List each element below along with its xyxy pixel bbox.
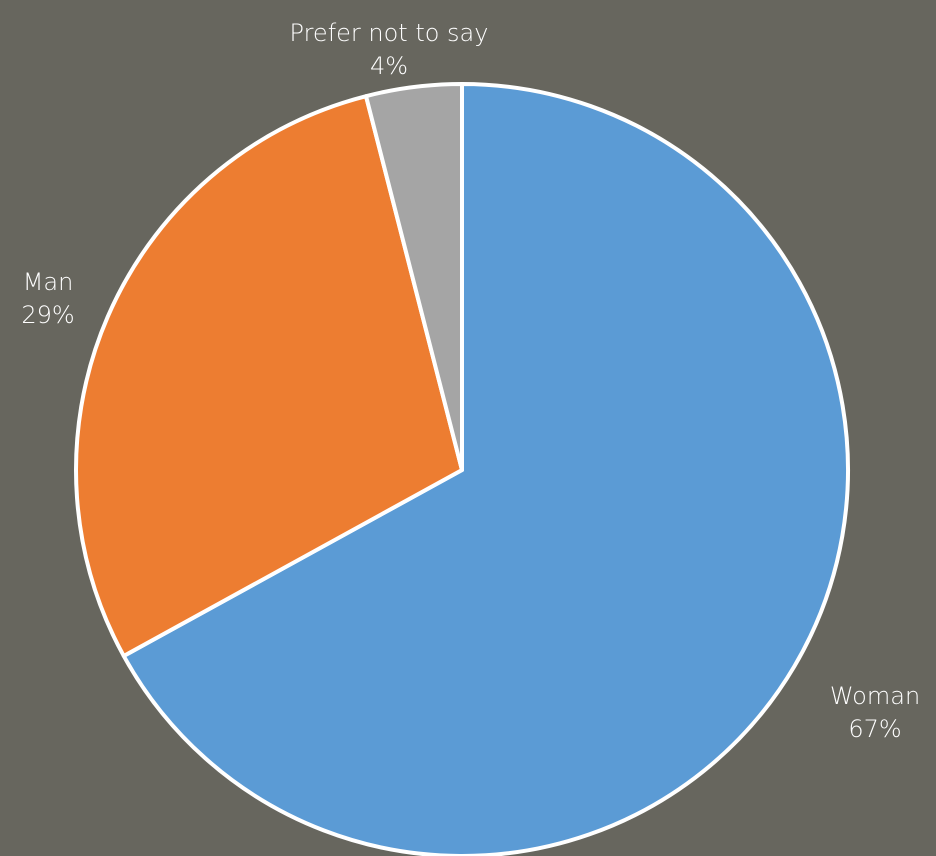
slice-prefer-not-to-say bbox=[364, 82, 464, 472]
slice-man bbox=[74, 94, 464, 658]
slice-woman bbox=[121, 82, 850, 856]
slice-value-woman: 67% bbox=[848, 715, 901, 743]
slice-label-man: Man bbox=[23, 268, 74, 296]
pie-slices bbox=[74, 82, 850, 856]
data-labels: Woman 67% Man 29% Prefer not to say 4% bbox=[21, 19, 920, 743]
slice-label-prefer-not-to-say: Prefer not to say bbox=[290, 19, 489, 47]
slice-value-prefer-not-to-say: 4% bbox=[370, 52, 408, 80]
slice-label-woman: Woman bbox=[830, 682, 920, 710]
slice-value-man: 29% bbox=[21, 301, 74, 329]
